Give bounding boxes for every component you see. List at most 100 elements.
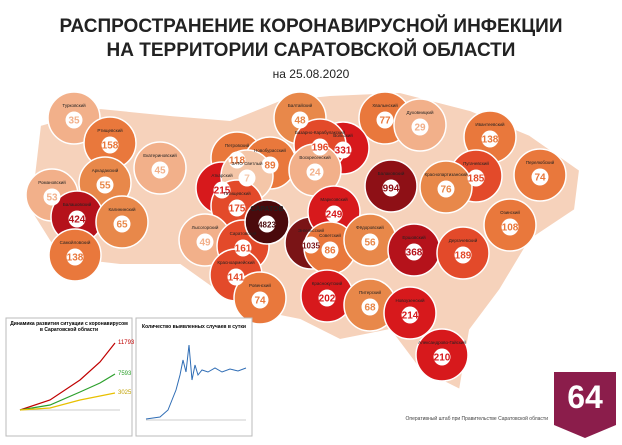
value-label: 11793 (118, 340, 135, 346)
district-count: 424 (69, 215, 86, 226)
mini-chart: Динамика развития ситуации с коронавирус… (5, 317, 135, 437)
count-badge (228, 199, 246, 217)
district-name: Балашовский (63, 201, 92, 207)
count-badge (321, 241, 339, 259)
district-name: Балаковский (378, 170, 405, 176)
district-count: 196 (312, 143, 329, 154)
count-badge (251, 291, 269, 309)
district-name: Петровский (225, 142, 250, 148)
district-name: Балтайский (288, 102, 313, 108)
count-badge (501, 218, 519, 236)
district-count: 76 (440, 185, 452, 196)
district-name: Ровенский (249, 282, 271, 288)
district-name: Пугачевский (463, 160, 489, 166)
date: на 25.08.2020 (273, 67, 350, 81)
district-count: 24 (309, 168, 321, 179)
count-badge (258, 215, 276, 233)
count-badge (411, 118, 429, 136)
district-name: Озинский (500, 209, 520, 215)
district-count: 48 (294, 116, 306, 127)
district-name: Ивантеевский (475, 121, 505, 127)
district-name: Калининский (109, 206, 136, 212)
district-count: 55 (99, 181, 111, 192)
title: РАСПРОСТРАНЕНИЕ КОРОНАВИРУСНОЙ ИНФЕКЦИИ (60, 15, 563, 37)
district-name: Советский (319, 232, 341, 238)
district-name: Базарно-Карабулакский (295, 129, 346, 135)
district-name: Татищевский (223, 190, 251, 196)
series-line (19, 373, 116, 411)
count-badge (101, 136, 119, 154)
district-count: 118 (229, 156, 246, 167)
count-badge (382, 179, 400, 197)
count-badge (151, 161, 169, 179)
district-name: Красноармейский (217, 259, 255, 265)
district-name: Духовницкий (406, 109, 434, 115)
count-badge (228, 151, 246, 169)
district-count: 138 (482, 135, 499, 146)
count-badge (481, 130, 499, 148)
district-count: 86 (324, 246, 336, 257)
district-count: 56 (364, 238, 376, 249)
district-count: 65 (116, 220, 128, 231)
count-badge (302, 236, 320, 254)
title: НА ТЕРРИТОРИИ САРАТОВСКОЙ ОБЛАСТИ (107, 39, 516, 61)
district-count: 77 (379, 116, 391, 127)
count-badge (531, 168, 549, 186)
district-count: 45 (154, 166, 166, 177)
count-badge (433, 348, 451, 366)
count-badge (334, 141, 352, 159)
district-count: 368 (406, 248, 423, 259)
district-name: Саратовский (230, 230, 257, 236)
series-line (145, 344, 247, 420)
value-label: 7593 (118, 371, 132, 377)
district-count: 49 (199, 238, 211, 249)
count-badge (467, 169, 485, 187)
district-count: 175 (229, 204, 246, 215)
district-count: 68 (364, 303, 376, 314)
district-name: Краснопартизанский (424, 171, 468, 177)
district-count: 29 (414, 123, 426, 134)
count-badge (361, 233, 379, 251)
district-name: САРАТОВ (250, 206, 283, 213)
district-name: Перелюбский (526, 159, 555, 165)
districts: Балтайский 48 Хвалынский 77 Духовницкий 29 Вол… (25, 91, 567, 382)
series-line (19, 392, 116, 411)
district-count: 210 (434, 353, 451, 364)
count-badge (68, 210, 86, 228)
district-name: Самойловский (60, 239, 91, 245)
count-badge (66, 248, 84, 266)
district-count: 108 (502, 223, 519, 234)
district-count: 185 (468, 174, 485, 185)
district-name: Дергачевский (449, 237, 478, 243)
district-name: Краснокутский (312, 280, 343, 286)
count-badge (196, 233, 214, 251)
district-count: 161 (235, 244, 252, 255)
district-count: 4823 (258, 221, 276, 230)
district-count: 214 (402, 311, 419, 322)
count-badge (437, 180, 455, 198)
logo-badge (554, 372, 616, 438)
count-badge (291, 111, 309, 129)
chart-frame (135, 317, 253, 437)
district-name: Хвалынский (372, 102, 398, 108)
count-badge (238, 169, 256, 187)
chart-title: Количество выявленных случаев в сутки (142, 324, 246, 330)
count-badge (227, 268, 245, 286)
chart-title-text: Динамика развития ситуации с коронавирус… (10, 321, 128, 333)
district-name: Аркадакский (92, 167, 119, 173)
district-count: 141 (228, 273, 245, 284)
count-badge (306, 163, 324, 181)
district-count: 74 (254, 296, 266, 307)
district-name: Аткарский (211, 172, 233, 178)
district-name: ЗАТО Светлый (232, 160, 263, 166)
series-line (19, 342, 116, 411)
count-badge (318, 289, 336, 307)
count-badge (261, 156, 279, 174)
district-name: Ершовский (402, 234, 426, 240)
mini-chart: Количество выявленных случаев в сутки (135, 317, 253, 437)
district-count: 249 (326, 210, 343, 221)
district-name: Екатериновский (143, 152, 177, 158)
district-count: 74 (534, 173, 546, 184)
count-badge (405, 243, 423, 261)
district-name: Марксовский (320, 196, 348, 202)
